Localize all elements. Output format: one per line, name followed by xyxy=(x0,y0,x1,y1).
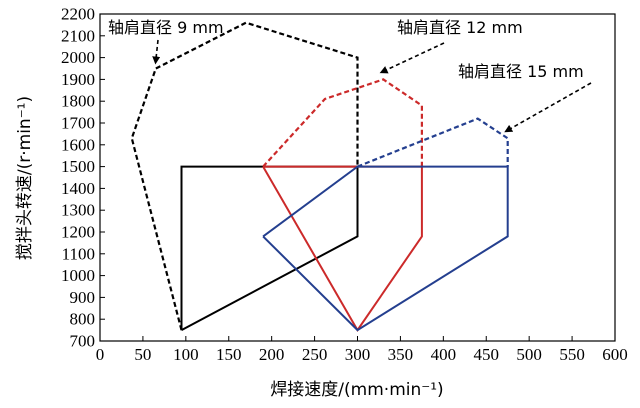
series-2-dashed-boundary xyxy=(262,78,423,168)
y-tick-label: 1400 xyxy=(61,179,95,198)
y-tick-label: 1000 xyxy=(61,266,95,285)
annotation-arrow-1 xyxy=(152,39,161,65)
y-tick-label: 2100 xyxy=(61,26,95,45)
series-3-dashed-boundary xyxy=(357,117,509,168)
series-1-dashed-boundary xyxy=(130,21,359,331)
annotation-arrow-2 xyxy=(379,42,445,74)
y-tick-label: 1800 xyxy=(61,92,95,111)
y-tick-label: 1700 xyxy=(61,114,95,133)
y-tick-label: 800 xyxy=(70,310,96,329)
x-tick-label: 500 xyxy=(516,345,542,364)
annotation-arrow-3 xyxy=(504,82,592,133)
x-tick-label: 0 xyxy=(96,345,105,364)
y-tick-label: 900 xyxy=(70,288,96,307)
x-tick-label: 450 xyxy=(474,345,500,364)
y-tick-label: 2200 xyxy=(61,5,95,24)
x-tick-label: 550 xyxy=(559,345,585,364)
y-tick-label: 1600 xyxy=(61,135,95,154)
series-group xyxy=(130,21,509,332)
y-tick-label: 1500 xyxy=(61,157,95,176)
x-tick-label: 350 xyxy=(388,345,414,364)
x-tick-label: 50 xyxy=(134,345,151,364)
x-tick-label: 600 xyxy=(602,345,628,364)
series-1-solid-boundary xyxy=(180,165,359,331)
y-tick-label: 2000 xyxy=(61,48,95,67)
x-tick-label: 100 xyxy=(173,345,199,364)
x-tick-label: 200 xyxy=(259,345,285,364)
y-tick-label: 700 xyxy=(70,332,96,351)
annotation-group: 轴肩直径 9 mm 轴肩直径 12 mm 轴肩直径 15 mm xyxy=(108,18,592,133)
y-tick-label: 1200 xyxy=(61,223,95,242)
y-tick-label: 1100 xyxy=(62,244,95,263)
x-tick-label: 150 xyxy=(216,345,242,364)
x-tick-label: 250 xyxy=(302,345,328,364)
y-axis-label: 搅拌头转速/(r·min⁻¹) xyxy=(15,96,35,260)
y-tick-label: 1300 xyxy=(61,201,95,220)
x-tick-label: 300 xyxy=(345,345,371,364)
series-3-solid-boundary xyxy=(262,165,509,332)
x-axis-label: 焊接速度/(mm·min⁻¹) xyxy=(270,380,443,400)
x-tick-label: 400 xyxy=(431,345,457,364)
annotation-label-2: 轴肩直径 12 mm xyxy=(397,18,523,37)
y-tick-label: 1900 xyxy=(61,70,95,89)
annotation-label-3: 轴肩直径 15 mm xyxy=(458,62,584,81)
annotation-label-1: 轴肩直径 9 mm xyxy=(108,18,224,37)
tick-group: 0 50 100 150 200 250 300 350 400 450 500 550 600 700 8… xyxy=(61,5,628,365)
